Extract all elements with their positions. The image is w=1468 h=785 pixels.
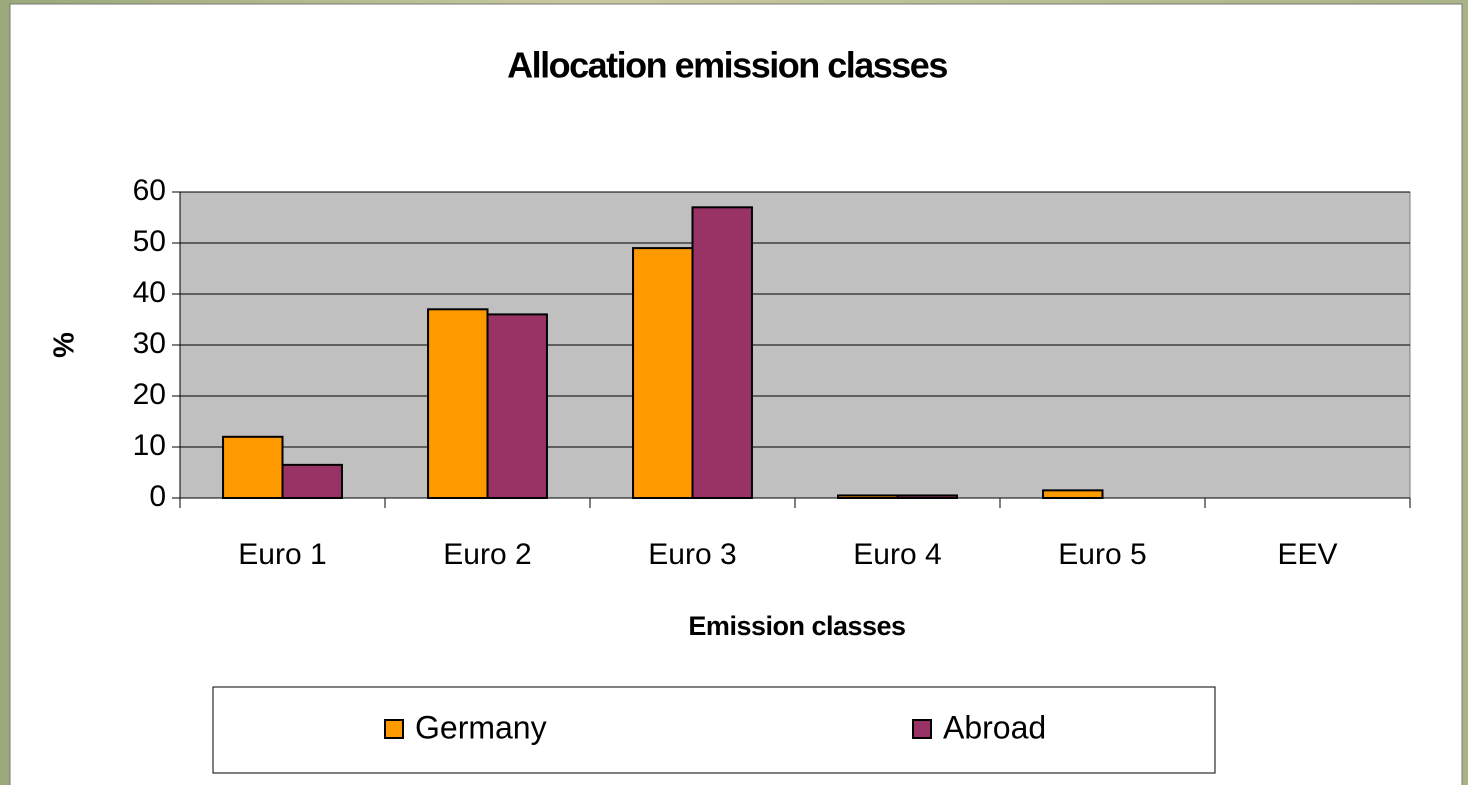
x-tick-label: Euro 1 xyxy=(238,538,326,571)
y-tick-label: 0 xyxy=(149,480,166,513)
bar xyxy=(1042,489,1104,500)
bar xyxy=(281,463,343,500)
y-tick-label: 10 xyxy=(133,429,166,462)
x-tick-label: Euro 2 xyxy=(443,538,531,571)
legend-swatch xyxy=(384,719,404,739)
bar xyxy=(632,247,694,499)
y-tick-label: 60 xyxy=(133,174,166,207)
y-tick-label: 30 xyxy=(133,327,166,360)
x-tick-label: Euro 4 xyxy=(853,538,941,571)
legend-swatch xyxy=(912,719,932,739)
x-axis-title: Emission classes xyxy=(688,611,905,641)
y-axis-title: % xyxy=(49,332,81,358)
x-tick-label: EEV xyxy=(1277,538,1337,571)
bar xyxy=(691,206,753,500)
legend-label: Germany xyxy=(415,709,547,745)
bar xyxy=(486,313,548,499)
x-tick-label: Euro 5 xyxy=(1058,538,1146,571)
y-tick-label: 50 xyxy=(133,225,166,258)
bar xyxy=(222,435,284,499)
legend-box xyxy=(212,686,1216,774)
bar xyxy=(427,308,489,499)
bar xyxy=(837,494,899,500)
legend-label: Abroad xyxy=(943,709,1046,745)
y-tick-label: 40 xyxy=(133,276,166,309)
x-tick-label: Euro 3 xyxy=(648,538,736,571)
chart-title: Allocation emission classes xyxy=(507,45,947,86)
y-tick-label: 20 xyxy=(133,378,166,411)
bar xyxy=(896,494,958,500)
